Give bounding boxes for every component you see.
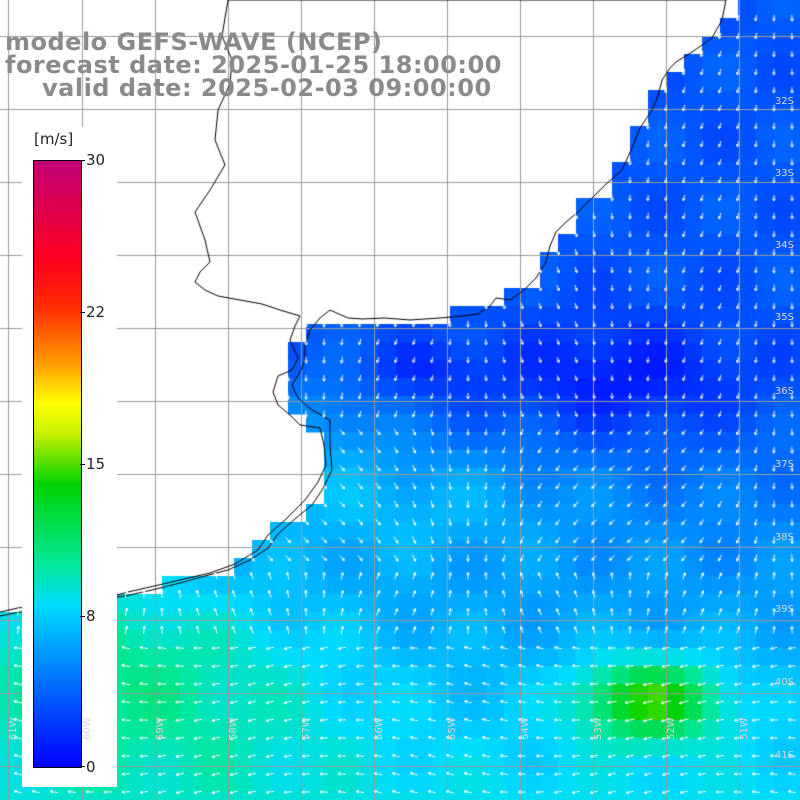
lat-label-39s: 39S [774, 604, 794, 615]
lat-label-33s: 33S [774, 168, 794, 179]
model-title: modelo GEFS-WAVE (NCEP) [5, 28, 383, 56]
lat-label-37s: 37S [774, 459, 794, 470]
lat-label-40s: 40S [774, 677, 794, 688]
colorbar: [m/s] 30 22 15 8 0 [22, 127, 117, 787]
colorbar-tick-mark [80, 616, 85, 617]
lon-label-61w: 61W [8, 717, 19, 740]
colorbar-tick-0: 0 [86, 758, 96, 776]
colorbar-tick-15: 15 [86, 455, 106, 473]
lon-label-53w: 53W [593, 717, 604, 740]
lat-label-41s: 41S [774, 750, 794, 761]
lon-label-58w: 58W [228, 717, 239, 740]
colorbar-gradient [33, 160, 82, 768]
lat-label-38s: 38S [774, 532, 794, 543]
colorbar-tick-mark [80, 160, 85, 161]
lat-label-35s: 35S [774, 312, 794, 323]
colorbar-tick-30: 30 [86, 151, 106, 169]
colorbar-tick-mark [80, 766, 85, 767]
lon-label-52w: 52W [666, 717, 677, 740]
forecast-date: forecast date: 2025-01-25 18:00:00 [5, 51, 502, 79]
lon-label-54w: 54W [520, 717, 531, 740]
lon-label-51w: 51W [739, 717, 750, 740]
lat-label-36s: 36S [774, 386, 794, 397]
colorbar-tick-mark [80, 464, 85, 465]
lon-label-55w: 55W [447, 717, 458, 740]
lon-label-59w: 59W [155, 717, 166, 740]
lat-label-32s: 32S [774, 96, 794, 107]
lon-label-56w: 56W [374, 717, 385, 740]
colorbar-unit: [m/s] [34, 130, 74, 148]
lon-label-60w: 60W [82, 717, 93, 740]
colorbar-tick-8: 8 [86, 607, 96, 625]
lat-label-34s: 34S [774, 240, 794, 251]
lon-label-57w: 57W [301, 717, 312, 740]
valid-date: valid date: 2025-02-03 09:00:00 [42, 74, 492, 102]
colorbar-tick-22: 22 [86, 303, 106, 321]
colorbar-tick-mark [80, 312, 85, 313]
